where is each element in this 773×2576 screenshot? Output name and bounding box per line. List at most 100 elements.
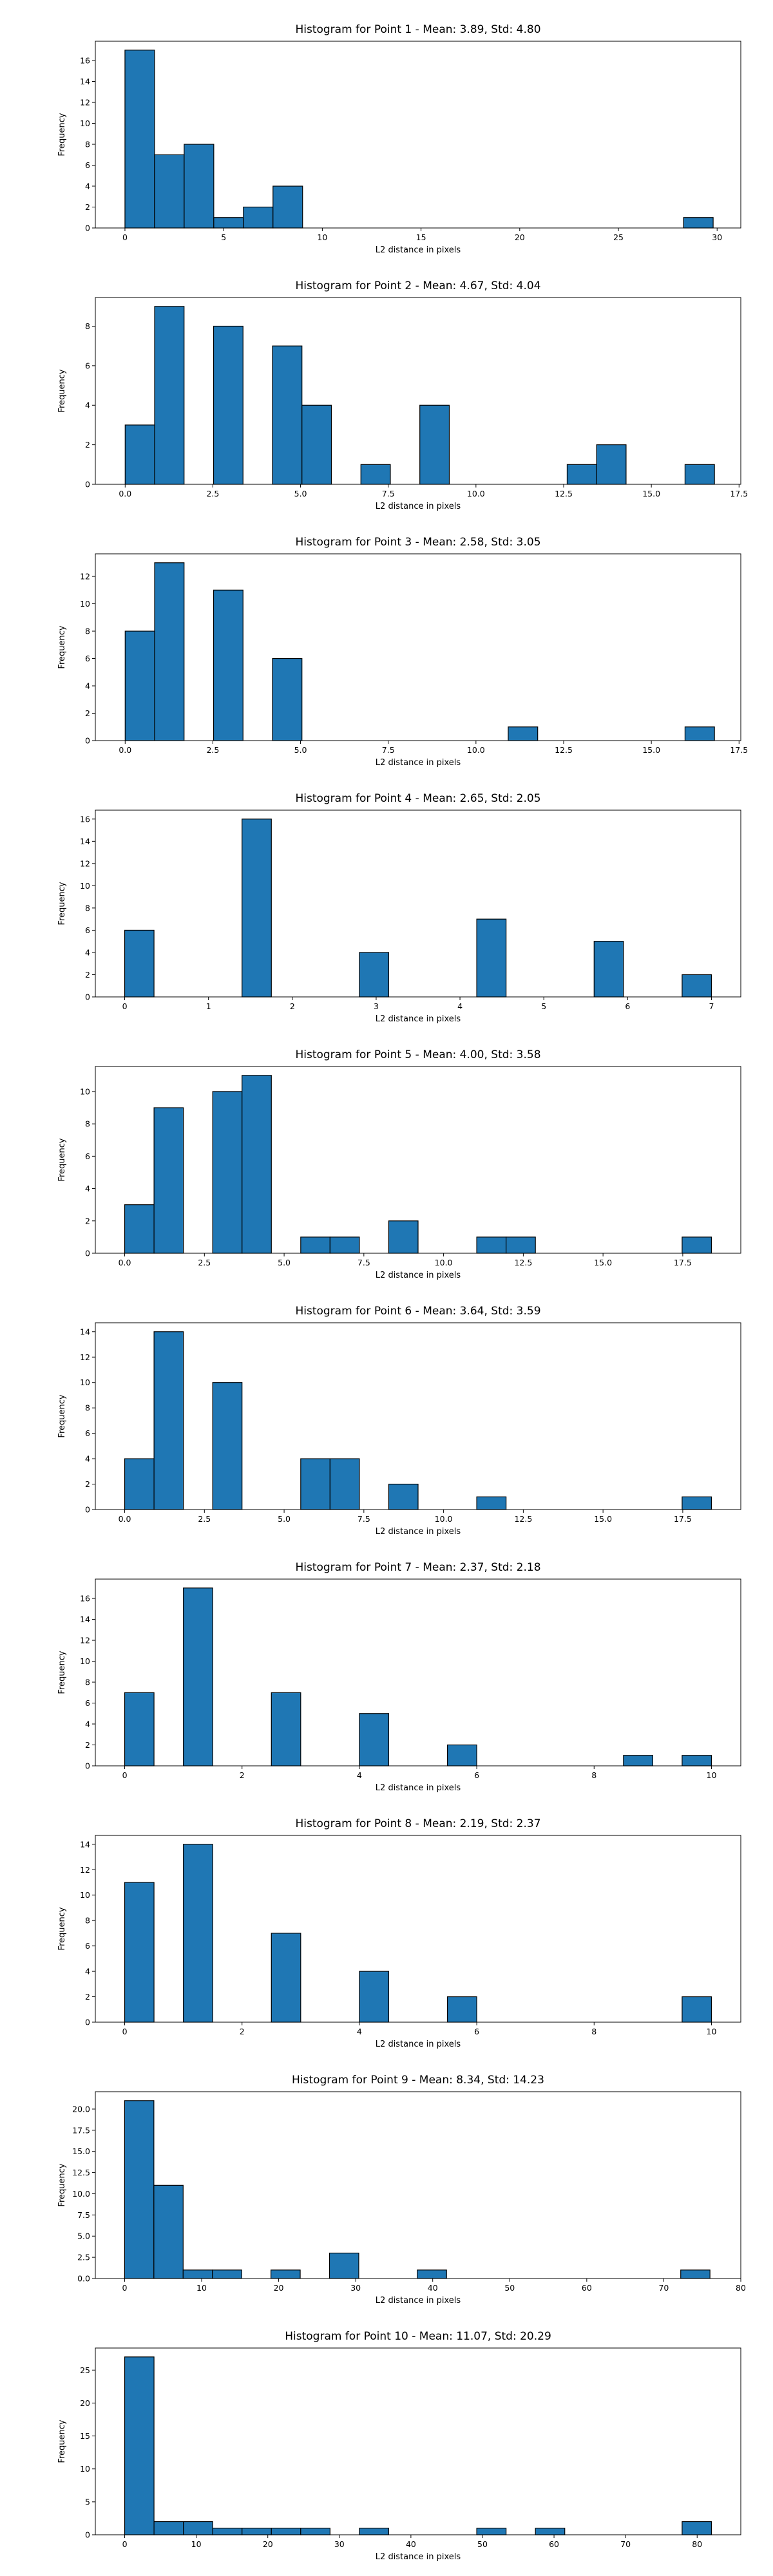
y-tick-label: 14: [80, 1327, 90, 1336]
x-tick-label: 50: [477, 2539, 488, 2549]
histogram-bar: [212, 2528, 243, 2535]
x-tick-label: 12.5: [555, 489, 573, 498]
chart-title: Histogram for Point 8 - Mean: 2.19, Std:…: [295, 1817, 540, 1830]
histogram-bar: [329, 1236, 360, 1254]
chart-title: Histogram for Point 2 - Mean: 4.67, Std:…: [295, 279, 540, 292]
x-tick-label: 40: [406, 2539, 416, 2549]
histogram-bar: [301, 404, 332, 485]
x-tick-label: 20: [515, 232, 525, 242]
histogram-bar: [124, 630, 155, 741]
y-tick-label: 6: [85, 654, 90, 663]
histogram-bar: [124, 2356, 155, 2535]
histogram-bar: [476, 2528, 507, 2535]
y-tick-label: 15: [80, 2431, 90, 2441]
y-tick-label: 4: [85, 1719, 90, 1729]
x-tick-label: 0.0: [119, 489, 131, 498]
histogram-bar: [596, 444, 627, 485]
y-tick-label: 0: [85, 1505, 90, 1515]
x-tick-label: 7.5: [382, 745, 395, 755]
histogram-bar: [242, 1075, 272, 1254]
x-tick-label: 10: [317, 232, 327, 242]
x-tick-label: 40: [428, 2283, 438, 2293]
histogram-bar: [154, 154, 185, 229]
histogram-bar: [682, 1236, 712, 1254]
x-axis-label: L2 distance in pixels: [376, 2040, 461, 2049]
histogram-bar: [154, 562, 185, 741]
y-tick-label: 5: [85, 2497, 90, 2506]
x-tick-label: 2: [240, 1770, 245, 1780]
x-tick-label: 15.0: [594, 1258, 612, 1267]
histogram-bar: [359, 2528, 390, 2535]
histogram-bar: [153, 2184, 184, 2279]
histogram-chart-9: Histogram for Point 9 - Mean: 8.34, Std:…: [57, 2074, 746, 2306]
x-tick-label: 0.0: [119, 1258, 131, 1267]
histogram-bar: [213, 589, 243, 741]
histogram-chart-4: Histogram for Point 4 - Mean: 2.65, Std:…: [57, 792, 741, 1024]
y-tick-label: 12: [80, 1865, 90, 1875]
y-axis-label: Frequency: [57, 2420, 67, 2463]
histogram-bar: [446, 1744, 477, 1766]
histogram-bar: [566, 464, 597, 485]
x-tick-label: 15.0: [642, 745, 660, 755]
histogram-bar: [388, 1220, 419, 1254]
y-tick-label: 17.5: [72, 2125, 90, 2135]
histogram-chart-7: Histogram for Point 7 - Mean: 2.37, Std:…: [57, 1561, 741, 1793]
y-tick-label: 10: [80, 118, 90, 128]
axes-frame: [95, 553, 741, 741]
y-tick-label: 14: [80, 837, 90, 846]
x-tick-label: 10: [196, 2283, 207, 2293]
histogram-bar: [300, 1236, 330, 1254]
histogram-bar: [124, 1692, 155, 1766]
y-axis-label: Frequency: [57, 113, 67, 156]
histogram-bar: [212, 1382, 243, 1510]
histogram-bar: [183, 2521, 213, 2535]
x-tick-label: 5: [541, 1001, 546, 1011]
y-tick-label: 2: [85, 1992, 90, 2002]
chart-title: Histogram for Point 3 - Mean: 2.58, Std:…: [295, 536, 540, 549]
histogram-bar: [329, 1458, 360, 1510]
histogram-bar: [183, 1844, 213, 2023]
x-tick-label: 15.0: [594, 1514, 612, 1524]
y-tick-label: 7.5: [77, 2210, 90, 2220]
histogram-bar: [272, 345, 303, 485]
y-tick-label: 0: [85, 223, 90, 233]
histogram-bar: [182, 2269, 213, 2279]
histogram-bar: [684, 726, 715, 741]
x-tick-label: 12.5: [555, 745, 573, 755]
x-tick-label: 2.5: [198, 1258, 211, 1267]
histogram-bar: [184, 144, 215, 229]
x-tick-label: 2: [240, 2027, 245, 2036]
x-tick-label: 7.5: [382, 489, 395, 498]
y-axis-label: Frequency: [57, 369, 67, 412]
x-tick-label: 30: [350, 2283, 361, 2293]
y-tick-label: 6: [85, 1151, 90, 1161]
y-tick-label: 8: [85, 1403, 90, 1413]
y-tick-label: 25: [80, 2365, 90, 2375]
y-tick-label: 0: [85, 480, 90, 489]
y-tick-label: 2: [85, 1479, 90, 1489]
x-axis-label: L2 distance in pixels: [376, 1014, 461, 1024]
y-tick-label: 0: [85, 2018, 90, 2027]
histogram-bar: [154, 306, 185, 485]
x-tick-label: 5: [221, 232, 226, 242]
y-tick-label: 6: [85, 361, 90, 370]
histogram-bar: [272, 185, 303, 229]
y-tick-label: 6: [85, 1698, 90, 1708]
x-tick-label: 5.0: [294, 489, 307, 498]
y-tick-label: 0: [85, 1249, 90, 1258]
histogram-bar: [242, 2528, 272, 2535]
y-tick-label: 12: [80, 98, 90, 108]
x-tick-label: 12.5: [514, 1258, 532, 1267]
x-tick-label: 0: [122, 2539, 128, 2549]
histogram-bar: [124, 50, 155, 229]
x-tick-label: 15.0: [642, 489, 660, 498]
x-tick-label: 0: [122, 1770, 128, 1780]
histogram-bar: [153, 1331, 184, 1510]
chart-title: Histogram for Point 10 - Mean: 11.07, St…: [285, 2330, 551, 2343]
y-tick-label: 10: [80, 1656, 90, 1666]
y-tick-label: 5.0: [77, 2231, 90, 2241]
y-tick-label: 2.5: [77, 2253, 90, 2262]
histogram-bar: [183, 1587, 213, 1766]
y-tick-label: 16: [80, 56, 90, 66]
y-tick-label: 2: [85, 202, 90, 212]
